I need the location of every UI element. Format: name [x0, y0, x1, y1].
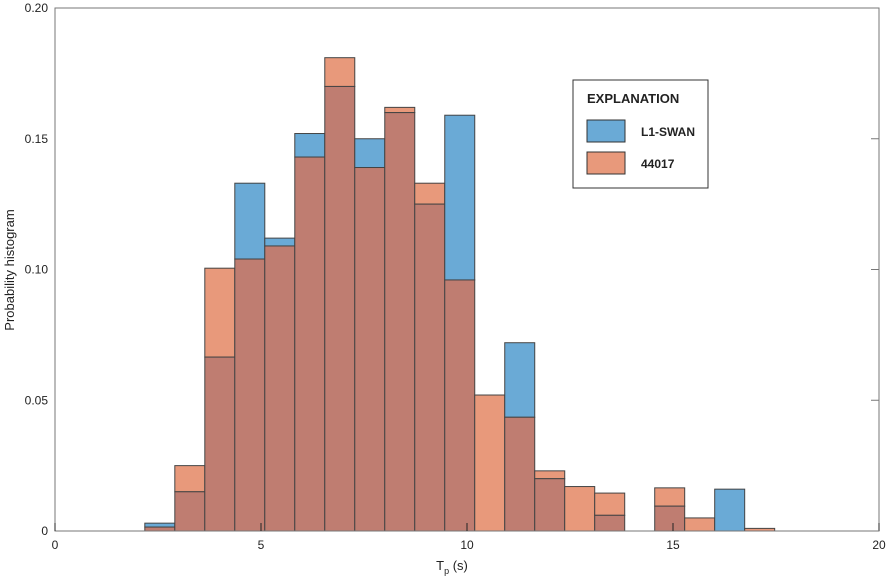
- legend-swatch-l1-swan: [586, 119, 626, 143]
- bar-overlap: [144, 526, 176, 532]
- bar-l1-swan: [144, 522, 176, 528]
- y-tick-label: 0.20: [25, 1, 49, 15]
- bar-44017: [474, 394, 506, 532]
- bar-44017: [384, 106, 416, 114]
- y-axis-label: Probability histogram: [2, 209, 17, 330]
- bar-overlap: [504, 416, 536, 532]
- bar-l1-swan: [294, 133, 326, 158]
- x-tick-label: 20: [872, 538, 886, 552]
- x-tick-label: 5: [258, 538, 265, 552]
- bar-overlap: [444, 279, 476, 532]
- bar-overlap: [324, 85, 356, 532]
- bar-overlap: [354, 167, 386, 532]
- bar-l1-swan: [714, 488, 746, 532]
- bar-overlap: [234, 258, 266, 532]
- legend: EXPLANATION L1-SWAN 44017: [572, 79, 709, 189]
- bar-l1-swan: [264, 237, 296, 247]
- bar-44017: [564, 486, 596, 532]
- x-tick-label: 0: [52, 538, 59, 552]
- bar-l1-swan: [444, 114, 476, 281]
- bar-overlap: [534, 478, 566, 532]
- bar-44017: [174, 465, 206, 493]
- y-tick-label: 0.05: [25, 393, 49, 407]
- x-tick-label: 15: [666, 538, 680, 552]
- bar-overlap: [264, 245, 296, 532]
- bar-overlap: [384, 112, 416, 532]
- bar-l1-swan: [504, 342, 536, 418]
- bar-overlap: [174, 491, 206, 532]
- x-axis-label: Tp (s): [436, 558, 468, 576]
- bar-44017: [204, 267, 236, 358]
- bar-44017: [654, 487, 686, 507]
- bar-44017: [414, 182, 446, 205]
- bar-44017: [324, 57, 356, 87]
- bar-overlap: [204, 356, 236, 532]
- bar-overlap: [414, 203, 446, 532]
- legend-swatch-44017: [586, 151, 626, 175]
- legend-label-44017: 44017: [641, 157, 675, 171]
- bars-layer: [144, 57, 776, 532]
- y-tick-label: 0.15: [25, 132, 49, 146]
- bar-overlap: [294, 156, 326, 532]
- y-tick-label: 0: [41, 524, 48, 538]
- legend-label-l1-swan: L1-SWAN: [641, 125, 695, 139]
- bar-44017: [534, 470, 566, 480]
- axis-ticks: 0 5 10 15 20 0 0.05 0.10 0.15 0.20: [25, 1, 886, 552]
- bar-44017: [684, 517, 716, 532]
- bar-l1-swan: [234, 182, 266, 260]
- bar-overlap: [594, 514, 626, 532]
- bar-44017: [594, 492, 626, 516]
- bar-overlap: [654, 505, 686, 532]
- x-tick-label: 10: [460, 538, 474, 552]
- y-tick-label: 0.10: [25, 263, 49, 277]
- legend-title: EXPLANATION: [587, 91, 679, 106]
- bar-l1-swan: [354, 138, 386, 169]
